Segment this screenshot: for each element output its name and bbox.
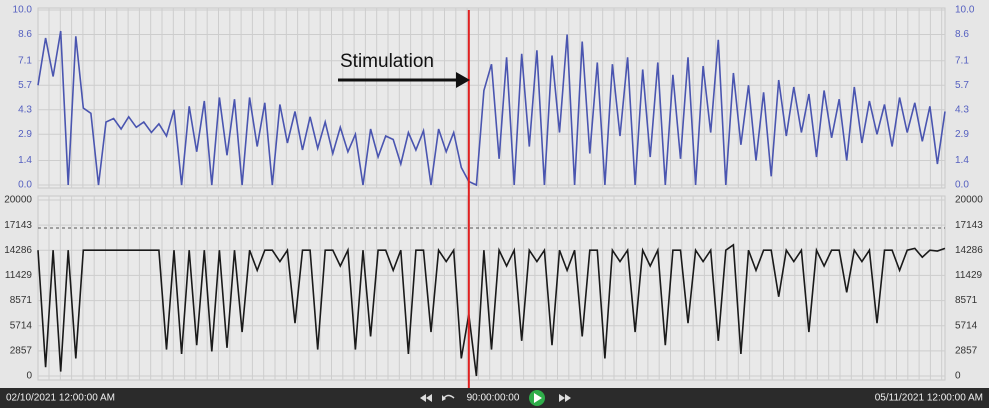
duration: 90:00:00:00 [467,393,520,404]
y2-tick-label: 8.6 [955,29,969,40]
plot-area-bottom [37,195,946,381]
y-tick-label: 10.0 [13,5,33,16]
y2-tick-label: 8571 [955,295,978,306]
annotation-arrowhead [456,72,470,88]
end-time: 05/11/2021 12:00:00 AM [875,393,983,404]
vertical-grid [48,8,943,380]
plot-area-top [37,7,946,189]
undo-button[interactable] [442,394,455,401]
y2-tick-label: 20000 [955,195,983,206]
y2-tick-label: 17143 [955,220,983,231]
y2-tick-label: 5.7 [955,80,969,91]
y-tick-label: 11429 [5,270,33,281]
play-button[interactable] [529,390,545,406]
y-tick-label: 2.9 [18,129,32,140]
y2-tick-label: 4.3 [955,104,969,115]
y-tick-label: 14286 [4,245,32,256]
y-tick-label: 17143 [4,220,32,231]
rewind-button[interactable] [420,394,432,402]
y2-tick-label: 7.1 [955,55,969,66]
fast-forward-button[interactable] [559,394,571,402]
y-tick-label: 8.6 [18,29,32,40]
y-tick-label: 0 [26,371,32,382]
y2-tick-label: 2.9 [955,129,969,140]
y-tick-label: 5.7 [18,80,32,91]
y-tick-label: 0.0 [18,180,32,191]
plots: 0.0 0.0 1.4 1.4 2.9 2.9 4.3 4.3 5.7 5.7 7.1 7.1 8.6 8… [4,5,983,388]
y-tick-label: 4.3 [18,104,32,115]
y-tick-label: 20000 [4,195,32,206]
y-tick-label: 7.1 [18,55,32,66]
y2-tick-label: 5714 [955,320,978,331]
start-time: 02/10/2021 12:00:00 AM [6,393,115,404]
series-line [37,243,946,377]
y-tick-label: 5714 [10,320,33,331]
y2-tick-label: 14286 [955,245,983,256]
y-tick-label: 1.4 [18,155,32,166]
annotation: Stimulation [340,51,434,72]
y2-tick-label: 10.0 [955,5,975,16]
y2-tick-label: 1.4 [955,155,969,166]
y2-tick-label: 11429 [955,270,983,281]
y2-tick-label: 2857 [955,345,978,356]
y-tick-label: 2857 [10,345,33,356]
y-tick-label: 8571 [10,295,33,306]
toolbar [0,388,989,408]
y2-tick-label: 0.0 [955,180,969,191]
y2-tick-label: 0 [955,371,961,382]
series-line [37,30,946,187]
